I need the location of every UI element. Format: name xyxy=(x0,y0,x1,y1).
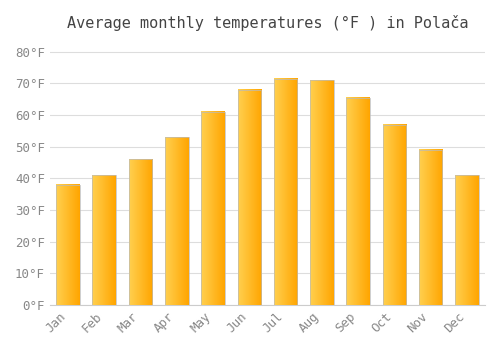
Title: Average monthly temperatures (°F ) in Polača: Average monthly temperatures (°F ) in Po… xyxy=(66,15,468,31)
Bar xyxy=(346,98,370,305)
Bar xyxy=(274,79,297,305)
Bar xyxy=(310,80,334,305)
Bar xyxy=(238,90,261,305)
Bar xyxy=(419,150,442,305)
Bar xyxy=(382,125,406,305)
Bar xyxy=(92,175,116,305)
Bar xyxy=(165,137,188,305)
Bar xyxy=(56,185,80,305)
Bar xyxy=(128,159,152,305)
Bar xyxy=(455,175,478,305)
Bar xyxy=(202,112,225,305)
